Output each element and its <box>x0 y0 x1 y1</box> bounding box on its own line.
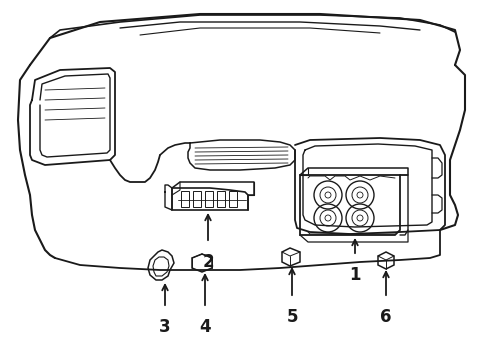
Text: 4: 4 <box>199 318 211 336</box>
Text: 6: 6 <box>380 308 392 326</box>
Text: 3: 3 <box>159 318 171 336</box>
Text: 1: 1 <box>349 266 361 284</box>
Text: 5: 5 <box>286 308 298 326</box>
Text: 2: 2 <box>202 253 214 271</box>
